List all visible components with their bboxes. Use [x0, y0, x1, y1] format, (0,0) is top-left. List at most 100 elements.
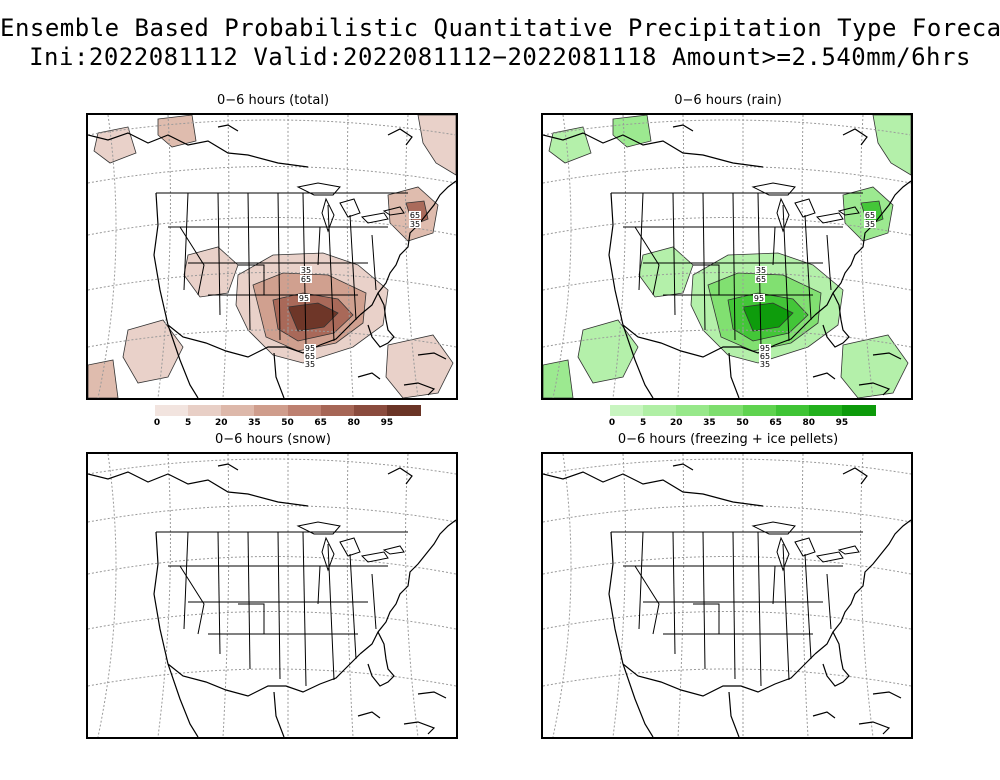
total-colorbar-tick-label: 80	[347, 418, 361, 428]
total-coastline	[387, 128, 413, 146]
rain-longitude-line	[801, 115, 809, 398]
rain-contour-label: 65	[760, 352, 770, 361]
frz-state-border	[757, 531, 762, 687]
figure-subtitle: Ini:2022081112 Valid:2022081112−20220811…	[29, 43, 971, 71]
rain-lake-outline	[837, 206, 860, 216]
map-rain: 65 35 35 65 95 95 65 35	[541, 113, 913, 400]
snow-coastline	[273, 691, 285, 737]
total-colorbar-swatch	[320, 405, 355, 416]
total-latitude-line	[88, 166, 456, 184]
frz-state-border	[693, 603, 720, 634]
frz-state-border	[702, 531, 706, 670]
total-probability-contour	[183, 246, 239, 298]
rain-coastline	[812, 372, 836, 380]
frz-longitude-line	[552, 454, 572, 737]
rain-lake-outline	[776, 197, 790, 233]
rain-state-border	[672, 192, 676, 316]
panel-title-frz: 0−6 hours (freezing + ice pellets)	[617, 432, 839, 447]
map-total: 65 35 35 65 95 95 65 35	[86, 113, 458, 400]
rain-colorbar-tick-label: 80	[802, 418, 816, 428]
rain-longitude-line	[860, 115, 874, 398]
total-colorbar-swatch	[155, 405, 189, 416]
rain-state-border	[732, 192, 736, 341]
total-coastline	[88, 132, 309, 168]
rain-longitude-line	[552, 115, 572, 398]
total-latitude-line	[88, 272, 456, 291]
total-longitude-line	[157, 115, 171, 398]
total-colorbar-tick-label: 95	[380, 418, 394, 428]
rain-longitude-line	[612, 115, 626, 398]
frz-state-border	[782, 543, 790, 681]
snow-lake-outline	[382, 545, 405, 555]
total-lake-outline	[360, 212, 389, 224]
rain-colorbar-swatch	[742, 405, 777, 416]
rain-state-border	[634, 226, 660, 296]
snow-state-border	[327, 543, 335, 681]
rain-contour-label: 95	[760, 344, 770, 353]
rain-contour-label-bg	[759, 344, 771, 352]
rain-latitude-line	[543, 119, 911, 136]
rain-contour-label-bg	[759, 360, 771, 368]
rain-state-border	[804, 214, 812, 321]
rain-state-border	[638, 192, 644, 291]
total-coastline	[417, 352, 447, 360]
frz-latitude-line	[543, 556, 911, 575]
total-state-border	[247, 192, 251, 331]
frz-lake-outline	[815, 551, 844, 563]
snow-lake-outline	[321, 536, 335, 572]
frz-coastline	[812, 711, 836, 719]
rain-coastline	[822, 292, 850, 348]
snow-latitude-line	[88, 458, 456, 475]
total-contour-label-bg	[409, 220, 421, 228]
total-contour-label: 65	[301, 275, 311, 284]
total-state-border	[183, 192, 189, 291]
snow-lake-outline	[360, 551, 389, 563]
total-contour-label: 65	[305, 352, 315, 361]
total-probability-contour	[417, 115, 456, 176]
rain-colorbar-swatch	[709, 405, 743, 416]
panel-title-snow: 0−6 hours (snow)	[215, 432, 331, 447]
snow-longitude-line	[157, 454, 171, 737]
total-state-border	[349, 214, 357, 321]
total-colorbar-tick-label: 0	[153, 418, 161, 428]
total-probability-contour	[385, 334, 454, 398]
total-contour-label-bg	[304, 352, 316, 360]
total-contour-label-bg	[304, 344, 316, 352]
rain-contour-label-bg	[755, 275, 767, 283]
total-state-border	[288, 226, 321, 266]
snow-state-border	[302, 531, 307, 687]
total-lake-outline	[382, 206, 405, 216]
rain-coastline	[814, 180, 911, 316]
total-probability-contour	[88, 359, 119, 398]
snow-state-border	[238, 603, 265, 634]
figure-title: Ensemble Based Probabilistic Quantitativ…	[0, 14, 1000, 42]
snow-basemap	[88, 454, 456, 737]
total-probability-contour	[157, 115, 197, 148]
rain-latitude-line	[543, 272, 911, 291]
total-longitude-line	[346, 115, 354, 398]
frz-latitude-line	[543, 611, 911, 630]
total-colorbar-tick-label: 5	[184, 418, 192, 428]
frz-state-border	[804, 553, 812, 660]
total-longitude-line	[222, 115, 230, 398]
frz-longitude-line	[860, 454, 874, 737]
frz-basemap	[543, 454, 911, 737]
rain-contour-label: 35	[756, 266, 766, 275]
total-longitude-line	[97, 115, 117, 398]
rain-colorbar-tick-label: 95	[835, 418, 849, 428]
snow-coastline	[359, 519, 456, 655]
total-contour-label: 35	[410, 220, 420, 229]
total-contour-label-bg	[298, 294, 310, 302]
frz-lake-outline	[751, 521, 796, 535]
snow-coastline	[88, 471, 309, 507]
rain-probability-contour	[548, 126, 592, 164]
rain-coastline	[858, 382, 891, 396]
rain-contour-label: 95	[754, 294, 764, 303]
rain-colorbar-tick-label: 65	[769, 418, 782, 428]
frz-latitude-line	[543, 505, 911, 523]
frz-state-border	[638, 531, 644, 630]
total-contour-label: 95	[299, 294, 309, 303]
rain-longitude-line	[677, 115, 685, 398]
